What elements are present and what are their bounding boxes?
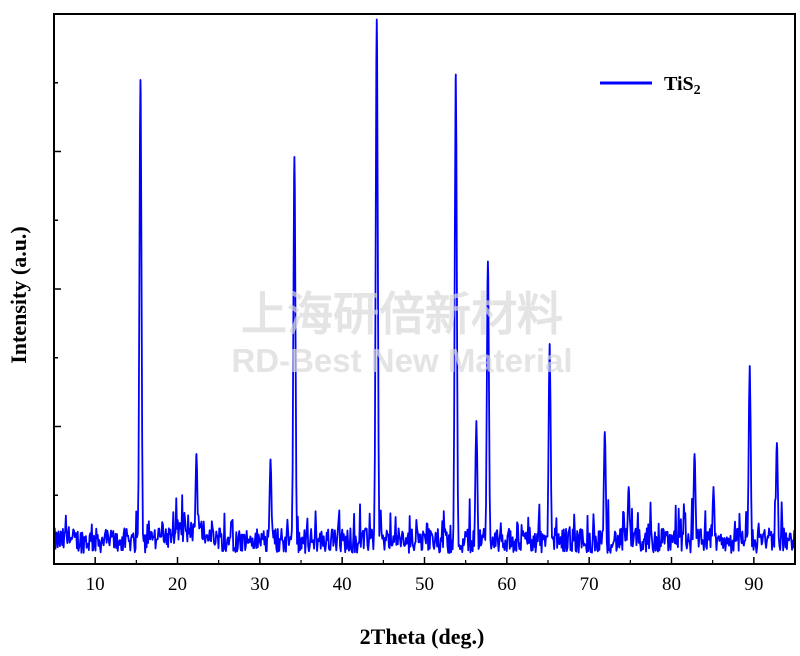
peak-point (375, 18, 378, 21)
x-tick-label: 60 (497, 574, 516, 595)
x-tick-label: 80 (662, 574, 681, 595)
x-axis-label: 2Theta (deg.) (360, 624, 485, 649)
peak-point (548, 343, 551, 345)
x-tick-label: 70 (580, 574, 599, 595)
peak-point (712, 486, 715, 488)
peak-point (293, 156, 296, 158)
peak-point (776, 442, 778, 444)
watermark-cn: 上海研倍新材料 (241, 287, 563, 341)
peak-point (748, 365, 751, 367)
x-tick-label: 50 (415, 574, 434, 595)
peak-point (693, 453, 696, 455)
legend-label: TiS2 (664, 73, 701, 98)
plot-area (53, 18, 796, 554)
peak-point (454, 73, 457, 76)
x-tick-label: 20 (168, 574, 187, 595)
peak-point (139, 79, 142, 81)
x-tick-label: 30 (250, 574, 269, 595)
legend: TiS2 (600, 73, 701, 98)
watermark-en: RD-Best New Material (231, 342, 572, 379)
watermark: 上海研倍新材料 RD-Best New Material (231, 287, 572, 379)
x-tick-label: 40 (333, 574, 352, 595)
legend-label-main: TiS (664, 73, 694, 95)
x-tick-label: 10 (86, 574, 105, 595)
series-line-tis2 (53, 18, 796, 554)
axes: 10 20 30 40 50 60 70 80 90 (53, 13, 796, 595)
peak-point (487, 260, 489, 263)
peak-point (269, 458, 272, 461)
peak-point (604, 431, 606, 433)
peak-point (475, 420, 478, 422)
legend-label-sub: 2 (694, 83, 701, 98)
peak-point (195, 453, 198, 455)
y-axis-label: Intensity (a.u.) (6, 226, 31, 364)
x-tick-label: 90 (744, 574, 763, 595)
peak-point (627, 486, 630, 488)
